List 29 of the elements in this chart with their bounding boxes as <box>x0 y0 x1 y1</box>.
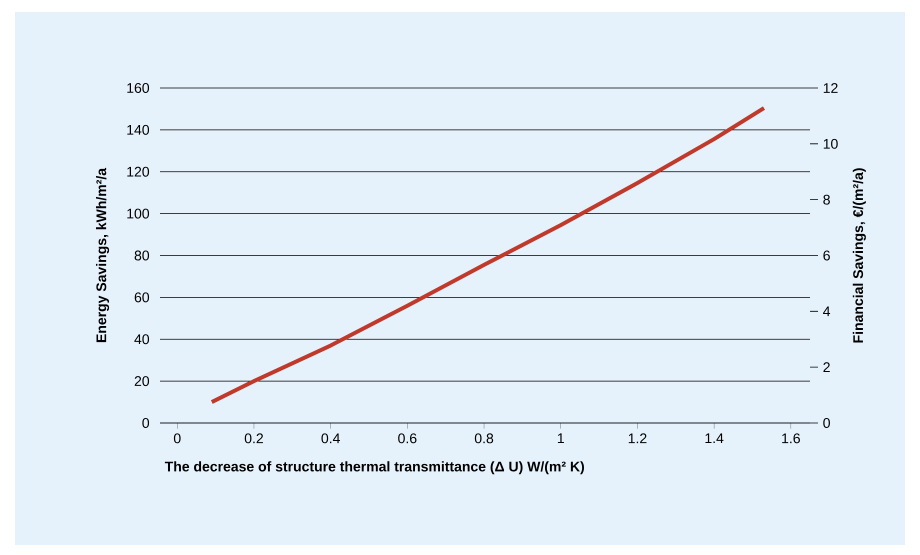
y2-tick-label: 6 <box>823 250 830 260</box>
x-tick-label: 0.4 <box>321 433 340 444</box>
y2-tick-label: 12 <box>824 83 838 93</box>
y2-tick-label: 8 <box>823 194 830 205</box>
y-tick-label: 20 <box>134 376 150 386</box>
x-tick-label: 0.6 <box>398 433 416 444</box>
y-tick-label: 40 <box>134 334 150 344</box>
y-tick-label: 60 <box>134 292 150 302</box>
x-tick-label: 1.6 <box>782 433 800 444</box>
y2-tick-label: 2 <box>823 362 830 372</box>
x-tick-label: 0.8 <box>474 433 494 444</box>
y-tick-label: 100 <box>127 208 150 219</box>
y-tick-label: 160 <box>127 83 150 93</box>
x-tick-label: 1.4 <box>705 433 724 444</box>
x-axis-title: The decrease of structure thermal transmittance (Δ U) W/(m² K) <box>164 461 584 474</box>
line-series <box>210 106 766 404</box>
y-axis-title: Energy Savings, kWh/m²/a <box>96 168 110 342</box>
y2-axis-title: Financial Savings, €/(m²/a) <box>852 168 866 342</box>
x-tick-label: 0.2 <box>244 433 263 444</box>
y-tick-label: 120 <box>127 166 150 177</box>
x-tick-label: 1.2 <box>628 433 646 444</box>
y2-tick-label: 10 <box>824 138 838 149</box>
y2-tick-label: 4 <box>823 306 830 316</box>
x-tick-label: 1 <box>558 433 564 444</box>
x-tick-label: 0 <box>174 433 181 444</box>
y-tick-label: 140 <box>127 124 150 135</box>
y-tick-label: 80 <box>134 250 150 260</box>
y2-tick-label: 0 <box>823 418 830 428</box>
y-tick-label: 0 <box>142 418 150 428</box>
